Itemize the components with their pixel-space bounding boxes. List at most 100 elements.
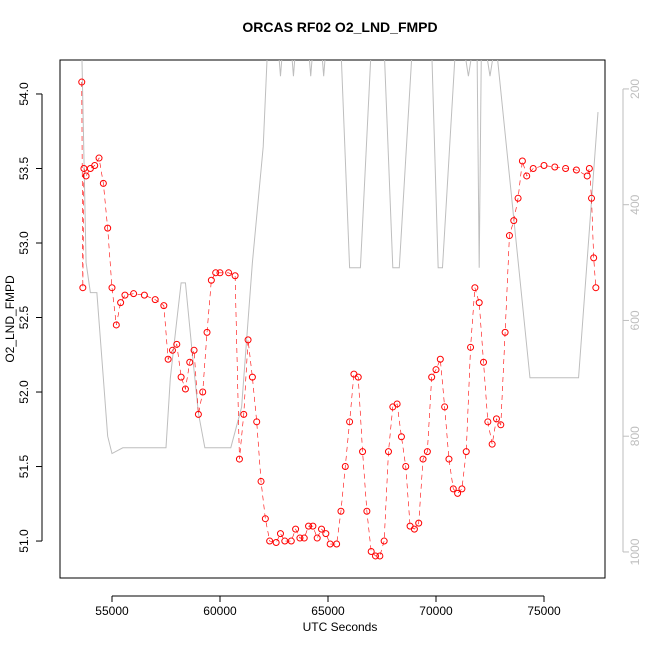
point — [240, 410, 248, 418]
point — [432, 366, 440, 374]
point — [203, 328, 211, 336]
x-tick-label: 55000 — [95, 604, 129, 618]
point — [287, 537, 295, 545]
point — [95, 154, 103, 162]
point — [475, 299, 483, 307]
point — [529, 164, 537, 172]
point — [423, 448, 431, 456]
point — [480, 358, 488, 366]
point — [112, 321, 120, 329]
point — [300, 534, 308, 542]
point — [462, 448, 470, 456]
point — [590, 254, 598, 262]
y2-tick-label: 1000 — [628, 538, 642, 565]
x-tick-label: 60000 — [203, 604, 237, 618]
point — [572, 166, 580, 174]
y-tick-label: 54.0 — [17, 82, 31, 106]
point — [82, 172, 90, 180]
point — [363, 507, 371, 515]
point — [372, 552, 380, 560]
point — [272, 539, 280, 547]
point — [492, 415, 500, 423]
point — [164, 355, 172, 363]
point — [467, 343, 475, 351]
point — [261, 515, 269, 523]
point — [117, 299, 125, 307]
x-tick-label: 65000 — [311, 604, 345, 618]
point — [484, 418, 492, 426]
point — [497, 421, 505, 429]
point — [454, 489, 462, 497]
point — [380, 537, 388, 545]
point — [86, 164, 94, 172]
y2-tick-label: 400 — [628, 194, 642, 214]
point — [231, 272, 239, 280]
line-series — [81, 60, 599, 455]
point — [583, 172, 591, 180]
y-tick-label: 53.0 — [17, 231, 31, 255]
point — [151, 296, 159, 304]
point — [130, 290, 138, 298]
x-axis-label: UTC Seconds — [303, 620, 378, 634]
point — [333, 540, 341, 548]
point — [471, 284, 479, 292]
chart-title: ORCAS RF02 O2_LND_FMPD — [242, 19, 437, 35]
point — [562, 164, 570, 172]
point — [78, 78, 86, 86]
point — [248, 373, 256, 381]
point — [79, 284, 87, 292]
point — [514, 194, 522, 202]
point — [181, 385, 189, 393]
point — [207, 276, 215, 284]
point — [160, 302, 168, 310]
point — [523, 172, 531, 180]
point — [108, 284, 116, 292]
point — [313, 534, 321, 542]
point — [216, 269, 224, 277]
plot-area — [78, 60, 600, 560]
point — [540, 162, 548, 170]
point — [318, 525, 326, 533]
point — [397, 433, 405, 441]
point — [91, 162, 99, 170]
point — [292, 525, 300, 533]
point — [501, 328, 509, 336]
point — [449, 485, 457, 493]
connector — [81, 82, 597, 557]
point — [346, 418, 354, 426]
point — [235, 455, 243, 463]
point — [588, 194, 596, 202]
point — [592, 284, 600, 292]
point — [505, 232, 513, 240]
point — [168, 346, 176, 354]
point — [384, 448, 392, 456]
point — [402, 463, 410, 471]
point — [212, 269, 220, 277]
y-tick-label: 51.5 — [17, 455, 31, 479]
y-tick-label: 53.5 — [17, 156, 31, 180]
point — [585, 164, 593, 172]
y2-tick-label: 200 — [628, 79, 642, 99]
point — [354, 373, 362, 381]
plot-box — [59, 59, 606, 579]
point — [104, 224, 112, 232]
point — [393, 400, 401, 408]
point — [173, 340, 181, 348]
point — [305, 522, 313, 530]
y2-tick-label: 800 — [628, 426, 642, 446]
point — [253, 418, 261, 426]
point — [428, 373, 436, 381]
y2-tick-label: 600 — [628, 310, 642, 330]
y-tick-label: 52.0 — [17, 380, 31, 404]
point — [551, 163, 559, 171]
point — [276, 530, 284, 538]
point — [518, 157, 526, 165]
point — [510, 217, 518, 225]
point — [359, 448, 367, 456]
point — [337, 507, 345, 515]
point — [199, 388, 207, 396]
point — [458, 485, 466, 493]
point — [296, 534, 304, 542]
point — [341, 463, 349, 471]
